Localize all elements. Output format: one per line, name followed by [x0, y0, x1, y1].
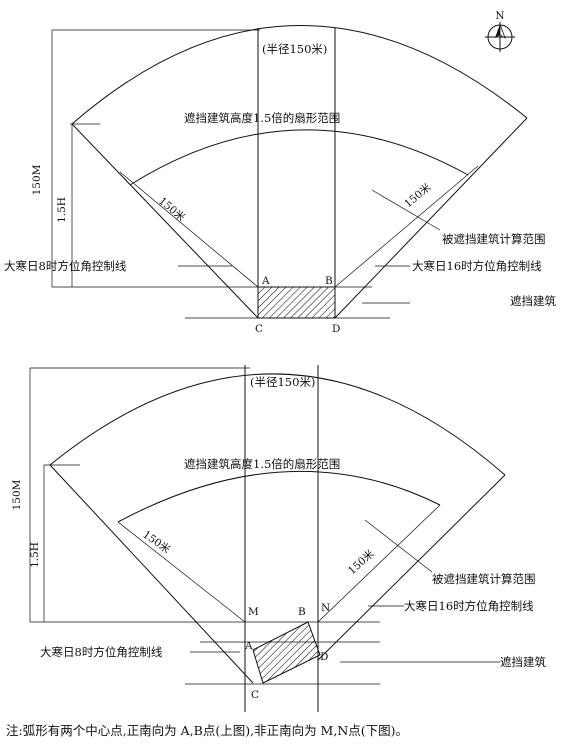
bottom-inner-sector-arc: [117, 470, 441, 523]
bottom-blocking-building: [252, 621, 321, 684]
top-8am-azimuth-line: [71, 123, 259, 319]
bottom-1-5h-dimension: 1.5H: [29, 542, 41, 568]
compass-north-label: N: [495, 10, 504, 22]
top-right-radius-label: 150米: [402, 180, 434, 210]
bottom-150m-dimension: 150M: [11, 479, 23, 510]
north-compass-icon: N: [485, 10, 515, 52]
bottom-right-radius-label: 150米: [345, 547, 377, 577]
top-16pm-line-label: 大寒日16时方位角控制线: [412, 259, 542, 273]
top-blocking-building: [257, 286, 336, 319]
bottom-diagram: (半径150米) 遮挡建筑高度1.5倍的扇形范围 150M 1.5H 150米 …: [11, 365, 546, 712]
bottom-point-b: B: [298, 606, 306, 618]
top-point-d: D: [332, 323, 340, 335]
bottom-point-d: D: [320, 651, 328, 663]
top-diagram: (半径150米) 遮挡建筑高度1.5倍的扇形范围 150M 1.5H 150米 …: [4, 25, 556, 335]
top-outer-sector-arc: [71, 25, 528, 125]
bottom-point-n: N: [321, 602, 330, 614]
top-inner-sector-arc: [129, 129, 469, 186]
top-radius-label: (半径150米): [262, 42, 327, 56]
bottom-radius-label: (半径150米): [250, 375, 315, 389]
bottom-building-label: 遮挡建筑: [500, 655, 546, 669]
top-16pm-azimuth-line: [334, 117, 528, 319]
top-calc-range-label: 被遮挡建筑计算范围: [442, 232, 546, 246]
top-8am-line-label: 大寒日8时方位角控制线: [4, 259, 127, 273]
bottom-16pm-azimuth-line: [317, 474, 506, 661]
bottom-point-c: C: [251, 689, 259, 701]
top-150m-dimension: 150M: [31, 164, 43, 195]
bottom-8am-azimuth-line: [49, 464, 254, 684]
footnote: 注:弧形有两个中心点,正南向为 A,B点(上图),非正南向为 M,N点(下图)。: [6, 723, 408, 738]
top-left-radius-label: 150米: [156, 194, 188, 224]
bottom-outer-sector-arc: [49, 373, 506, 476]
bottom-point-m: M: [248, 606, 259, 618]
top-building-label: 遮挡建筑: [510, 294, 556, 308]
top-sector-label: 遮挡建筑高度1.5倍的扇形范围: [184, 111, 340, 125]
top-1-5h-dimension: 1.5H: [56, 197, 68, 223]
bottom-sector-label: 遮挡建筑高度1.5倍的扇形范围: [184, 457, 340, 471]
bottom-point-a: A: [244, 640, 253, 652]
bottom-calc-range-label: 被遮挡建筑计算范围: [432, 572, 536, 586]
top-point-a: A: [261, 275, 270, 287]
bottom-16pm-line-label: 大寒日16时方位角控制线: [404, 599, 534, 613]
top-point-b: B: [325, 275, 333, 287]
top-point-c: C: [255, 323, 263, 335]
bottom-8am-line-label: 大寒日8时方位角控制线: [40, 645, 163, 659]
bottom-left-radius-label: 150米: [140, 528, 173, 556]
